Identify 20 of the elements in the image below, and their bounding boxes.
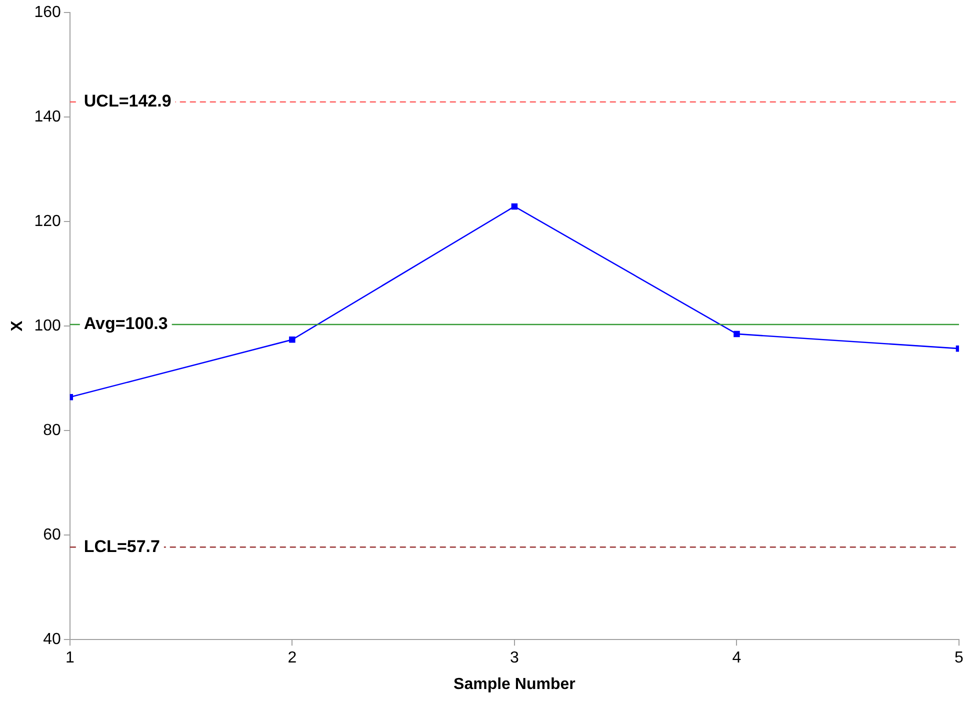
y-tick-label: 140 <box>34 108 61 126</box>
point <box>511 203 518 210</box>
y-tick-label: 100 <box>34 318 61 335</box>
y-tick-label: 40 <box>43 631 61 648</box>
y-tick-label: 160 <box>34 4 61 22</box>
x-tick-label: 1 <box>65 650 74 667</box>
y-axis-title: X <box>9 320 26 332</box>
y-tick-label: 80 <box>43 422 61 440</box>
ref-line-label: LCL=57.7 <box>84 536 160 556</box>
x-tick-label: 3 <box>510 650 519 667</box>
x-axis-title: Sample Number <box>454 676 576 693</box>
point <box>734 330 740 338</box>
y-tick-label: 120 <box>34 213 61 230</box>
x-tick-label: 5 <box>954 650 964 667</box>
point <box>289 336 296 343</box>
y-tick-label: 60 <box>43 526 61 544</box>
x-tick-label: 2 <box>288 650 297 667</box>
ref-line-label: UCL=142.9 <box>84 92 172 111</box>
x-tick-label: 4 <box>732 650 742 667</box>
ref-line-label: Avg=100.3 <box>84 314 168 334</box>
